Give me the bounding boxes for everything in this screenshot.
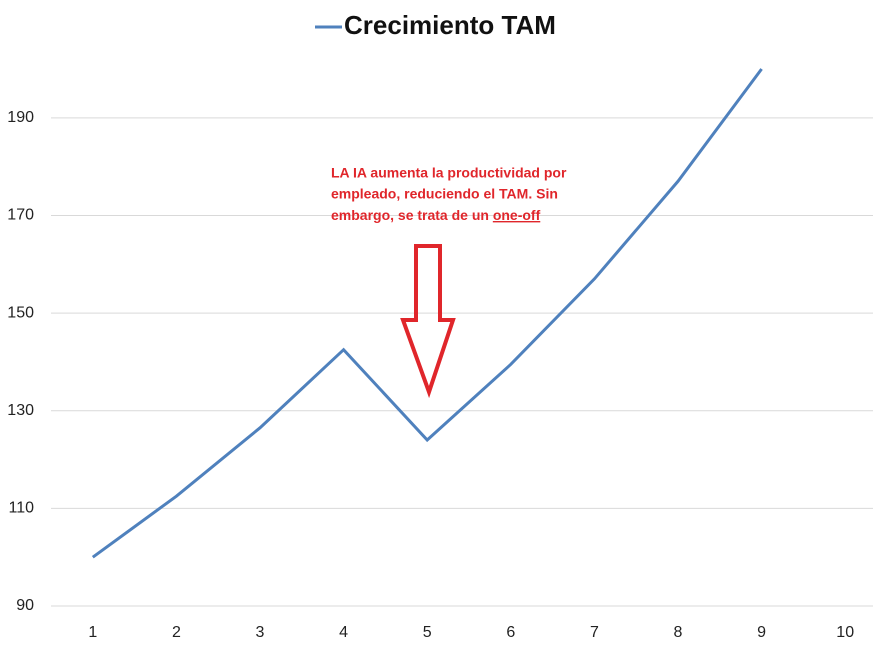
x-tick-label: 5 [423, 624, 432, 641]
x-tick-label: 4 [339, 624, 348, 641]
annotation-underlined: one-off [493, 207, 541, 223]
y-tick-label: 130 [7, 402, 34, 419]
y-tick-label: 90 [16, 597, 34, 614]
x-tick-label: 2 [172, 624, 181, 641]
y-tick-label: 110 [8, 500, 34, 517]
y-tick-label: 170 [7, 207, 34, 224]
x-tick-label: 6 [506, 624, 515, 641]
annotation-line: LA IA aumenta la productividad por [331, 165, 567, 181]
x-tick-label: 9 [757, 624, 766, 641]
y-tick-label: 190 [7, 109, 34, 126]
annotation-line: embargo, se trata de un [331, 207, 489, 223]
legend-label: Crecimiento TAM [344, 10, 556, 40]
annotation-line: empleado, reduciendo el TAM. Sin [331, 186, 558, 202]
x-tick-label: 10 [836, 624, 854, 641]
x-tick-label: 8 [674, 624, 683, 641]
arrow [400, 244, 456, 399]
x-tick-label: 7 [590, 624, 599, 641]
y-tick-label: 150 [7, 304, 34, 321]
x-tick-label: 3 [256, 624, 265, 641]
annotation-line: embargo, se trata de un one-off [331, 207, 541, 223]
series-line [91, 68, 763, 559]
x-tick-label: 1 [88, 624, 97, 641]
